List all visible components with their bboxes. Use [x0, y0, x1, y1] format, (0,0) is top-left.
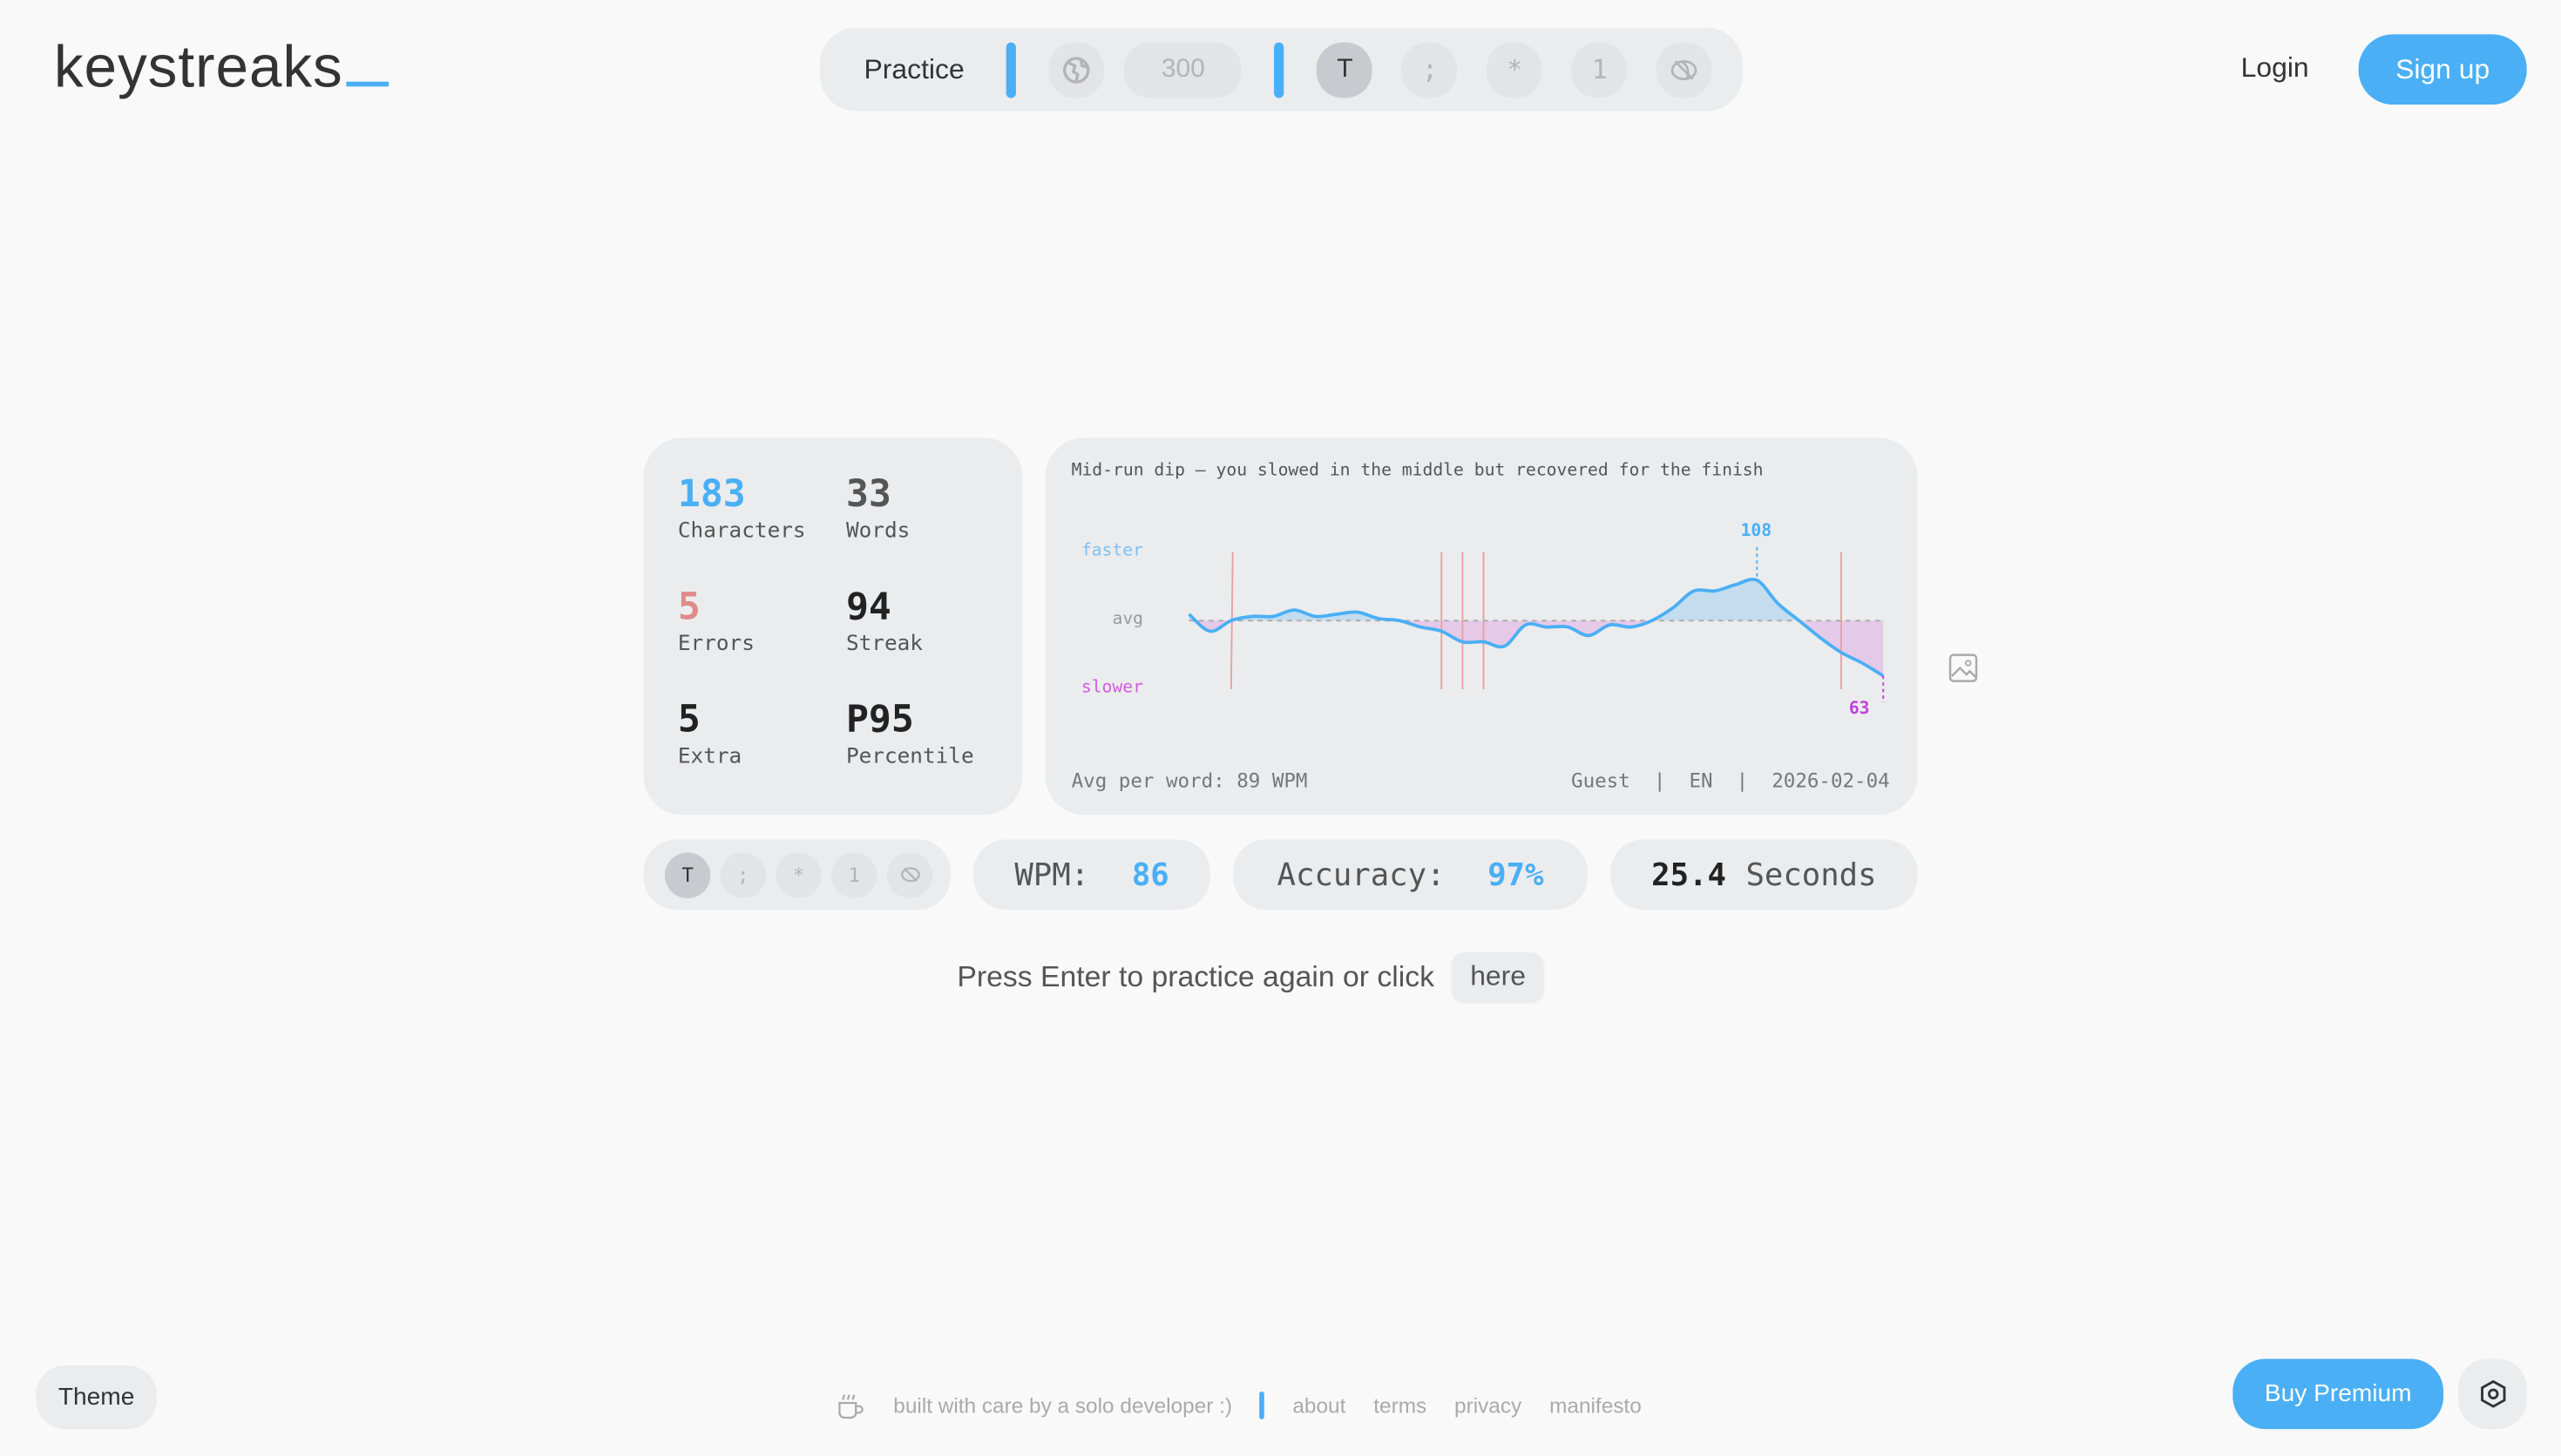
chart-meta-footer: Guest | EN | 2026-02-04 — [1571, 769, 1890, 793]
restart-prompt: Press Enter to practice again or click h… — [957, 951, 1544, 1002]
area-below-avg — [1189, 620, 1884, 676]
wpm-label: WPM: — [1014, 857, 1090, 893]
divider — [1006, 41, 1017, 98]
stat-value: 183 — [677, 473, 746, 517]
toggle-brain[interactable] — [886, 851, 933, 897]
stat-label: Extra — [677, 744, 742, 769]
stat-label: Words — [845, 519, 911, 545]
credit-text: built with care by a solo developer :) — [893, 1392, 1233, 1418]
stat-label: Streak — [845, 632, 923, 657]
footer-link-about[interactable]: about — [1292, 1392, 1346, 1418]
toggle-capitals[interactable]: T — [664, 851, 711, 897]
login-link[interactable]: Login — [2240, 51, 2309, 84]
accuracy-value: 97% — [1487, 857, 1544, 893]
signup-button[interactable]: Sign up — [2358, 34, 2527, 105]
divider — [1274, 41, 1285, 98]
wpm-chart — [1188, 546, 1885, 702]
settings-button[interactable] — [2457, 1358, 2527, 1430]
logo[interactable]: keystreaks — [54, 32, 390, 101]
stat-percentile: P95 Percentile — [846, 699, 974, 769]
faster-label: faster — [1081, 540, 1143, 560]
brain-icon — [900, 867, 919, 883]
stat-label: Percentile — [845, 744, 974, 769]
min-label: 63 — [1848, 699, 1870, 719]
footer-link-manifesto[interactable]: manifesto — [1549, 1392, 1642, 1418]
stat-words: 33 Words — [846, 474, 910, 545]
mode-toolbar: Practice 300 T ; * 1 — [819, 27, 1743, 112]
accuracy-label: Accuracy: — [1277, 857, 1446, 893]
time-value: 25.4 — [1651, 857, 1726, 893]
stat-streak: 94 Streak — [846, 586, 923, 657]
save-image-button[interactable] — [1948, 654, 1978, 691]
word-count-button[interactable]: 300 — [1124, 41, 1243, 98]
wpm-line — [1188, 578, 1885, 678]
slower-label: slower — [1081, 677, 1143, 698]
toggle-symbols[interactable]: * — [1487, 41, 1543, 98]
toggle-brain[interactable] — [1657, 41, 1713, 98]
max-label: 108 — [1740, 520, 1772, 541]
wpm-value: 86 — [1131, 857, 1169, 893]
globe-icon — [1063, 56, 1091, 83]
accuracy-chip: Accuracy: 97% — [1233, 839, 1588, 911]
stat-value: P95 — [845, 699, 914, 742]
chart-card: Mid-run dip – you slowed in the middle b… — [1045, 437, 1918, 816]
coffee-icon — [838, 1393, 864, 1419]
stat-characters: 183 Characters — [678, 474, 806, 545]
stat-label: Errors — [677, 632, 755, 657]
stat-value: 5 — [677, 699, 701, 742]
toggle-punctuation[interactable]: ; — [1402, 41, 1458, 98]
buy-premium-button[interactable]: Buy Premium — [2232, 1358, 2444, 1430]
stat-value: 94 — [845, 586, 891, 629]
time-chip: 25.4 Seconds — [1610, 839, 1918, 911]
restart-here-button[interactable]: here — [1452, 951, 1544, 1002]
stat-value: 5 — [677, 586, 701, 629]
toggle-numbers[interactable]: 1 — [1571, 41, 1628, 98]
toggle-punctuation[interactable]: ; — [720, 851, 767, 897]
chart-title: Mid-run dip – you slowed in the middle b… — [1071, 460, 1764, 481]
image-icon — [1948, 654, 1978, 682]
stat-label: Characters — [677, 519, 806, 545]
avg-label: avg — [1112, 609, 1144, 629]
stats-card: 183 Characters 33 Words 5 Errors 94 Streak 5 Extr… — [643, 437, 1023, 816]
stat-errors: 5 Errors — [678, 586, 755, 657]
chart-avg-footer: Avg per word: 89 WPM — [1071, 769, 1308, 793]
toggle-numbers[interactable]: 1 — [831, 851, 877, 897]
divider — [1259, 1391, 1265, 1419]
language-button[interactable] — [1049, 41, 1105, 98]
toggle-symbols[interactable]: * — [776, 851, 822, 897]
wpm-chip: WPM: 86 — [973, 839, 1210, 911]
restart-text: Press Enter to practice again or click — [957, 959, 1434, 992]
stat-value: 33 — [845, 473, 891, 517]
mode-practice[interactable]: Practice — [864, 52, 965, 85]
gear-icon — [2480, 1379, 2505, 1408]
footer-link-privacy[interactable]: privacy — [1454, 1392, 1522, 1418]
toggle-capitals[interactable]: T — [1317, 41, 1373, 98]
area-above-avg — [1189, 579, 1884, 621]
time-label: Seconds — [1745, 857, 1877, 893]
stat-extra: 5 Extra — [678, 699, 742, 769]
cursor — [346, 81, 390, 87]
footer-link-terms[interactable]: terms — [1373, 1392, 1427, 1418]
footer: built with care by a solo developer :) a… — [837, 1391, 1642, 1419]
theme-button[interactable]: Theme — [36, 1365, 157, 1430]
brain-icon — [1671, 59, 1698, 80]
result-toggles: T ; * 1 — [643, 839, 951, 911]
